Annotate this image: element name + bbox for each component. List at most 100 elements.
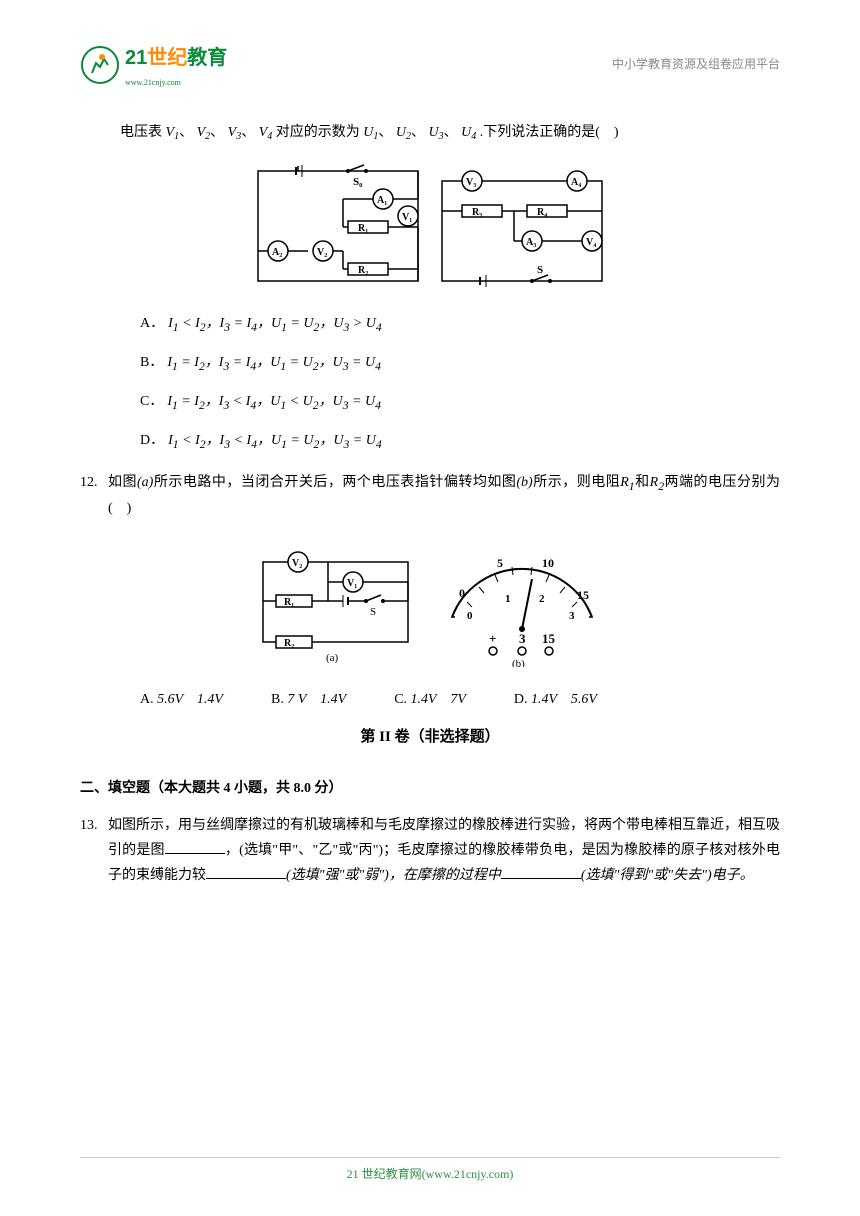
q12-optC: C. 1.4V 7V	[394, 687, 466, 712]
logo-jiaoyu: 教育	[187, 47, 227, 69]
v2n: 2	[205, 131, 210, 142]
blank-3	[501, 863, 581, 879]
optA-letter: A．	[140, 316, 164, 331]
logo-icon	[80, 45, 120, 85]
svg-text:V₄: V₄	[586, 237, 596, 248]
q12-text: 如图(a)所示电路中，当闭合开关后，两个电压表指针偏转均如图(b)所示，则电阻R…	[108, 470, 780, 522]
q13-t4: (选填"得到"或"失去")电子。	[581, 868, 754, 883]
svg-text:S₀: S₀	[353, 176, 363, 188]
q13-num: 13.	[80, 813, 108, 889]
svg-text:S: S	[537, 264, 543, 276]
optB-v: 7 V 1.4V	[284, 692, 346, 707]
svg-text:A₃: A₃	[526, 237, 536, 248]
q11-optC: C．I1 = I2，I3 < I4，U1 < U2，U3 = U4	[140, 389, 780, 416]
st-1: 第	[360, 729, 379, 745]
logo-shi: 世	[147, 47, 167, 69]
optD-letter: D．	[140, 433, 164, 448]
q12-diagrams: V₂ V₁ R₁ S R₂ (a)	[80, 537, 780, 667]
u2n: 2	[406, 131, 411, 142]
u1: U	[363, 125, 373, 140]
q12-options: A. 5.6V 1.4V B. 7 V 1.4V C. 1.4V 7V D. 1…	[140, 687, 780, 712]
u4n: 4	[471, 131, 476, 142]
optC-l: C.	[394, 692, 407, 707]
meter-b: 0 5 10 15 0 1 2 3 + 3 15 (b)	[427, 537, 612, 667]
optB-l: B.	[271, 692, 284, 707]
svg-text:A₄: A₄	[571, 177, 581, 188]
svg-text:A₁: A₁	[377, 195, 387, 206]
optA-v: 5.6V 1.4V	[154, 692, 223, 707]
v1: V	[166, 125, 175, 140]
q12-optD: D. 1.4V 5.6V	[514, 687, 597, 712]
q12-num: 12.	[80, 470, 108, 522]
svg-text:R₂: R₂	[358, 265, 368, 276]
st-3: 卷（非选择题）	[391, 729, 500, 745]
svg-text:V₁: V₁	[402, 212, 412, 223]
v4n: 4	[267, 131, 272, 142]
q12: 12. 如图(a)所示电路中，当闭合开关后，两个电压表指针偏转均如图(b)所示，…	[80, 470, 780, 522]
optB-letter: B．	[140, 355, 163, 370]
svg-text:0: 0	[467, 610, 473, 622]
circuit-a: V₂ V₁ R₁ S R₂ (a)	[248, 537, 423, 667]
u4: U	[461, 125, 471, 140]
q11-options: A． I1 < I2，I3 = I4，U1 = U2，U3 > U4 B． I1 =…	[140, 311, 780, 454]
q11-diagrams: S₀ A₁ V₁ R₁ A₂ V₂ R₂ V₃	[80, 161, 780, 291]
optD-v: 1.4V 5.6V	[528, 692, 597, 707]
q11-tail: .下列说法正确的是( )	[480, 125, 619, 140]
v1n: 1	[174, 131, 179, 142]
optA-l: A.	[140, 692, 154, 707]
svg-text:3: 3	[519, 631, 526, 646]
blank-2	[206, 863, 286, 879]
svg-text:V₂: V₂	[292, 558, 302, 569]
svg-text:A₂: A₂	[272, 247, 282, 258]
header-subtitle: 中小学教育资源及组卷应用平台	[612, 54, 780, 76]
svg-text:3: 3	[569, 610, 575, 622]
svg-text:R₁: R₁	[284, 597, 294, 608]
svg-text:0: 0	[459, 586, 465, 600]
subheading-2: 二、填空题（本大题共 4 小题，共 8.0 分）	[80, 776, 780, 801]
v2: V	[197, 125, 206, 140]
svg-text:(b): (b)	[512, 658, 525, 667]
q11-t1: 电压表	[120, 125, 162, 140]
u3: U	[429, 125, 439, 140]
optC-v: 1.4V 7V	[407, 692, 466, 707]
u3n: 3	[439, 131, 444, 142]
logo-ji: 纪	[167, 47, 187, 69]
q12-optA: A. 5.6V 1.4V	[140, 687, 223, 712]
q12-optB: B. 7 V 1.4V	[271, 687, 346, 712]
st-2: II	[379, 729, 391, 745]
u2: U	[396, 125, 406, 140]
q11-optD: D．I1 < I2，I3 < I4，U1 = U2，U3 = U4	[140, 428, 780, 455]
optB-text: I1 = I2，I3 = I4，U1 = U2，U3 = U4	[167, 355, 381, 370]
svg-text:R₄: R₄	[537, 207, 547, 218]
svg-text:R₂: R₂	[284, 638, 294, 649]
svg-text:V₁: V₁	[347, 578, 357, 589]
logo: 21世纪教育 www.21cnjy.com	[80, 40, 227, 90]
q11-intro: 电压表 V1、 V2、 V3、 V4 对应的示数为 U1、 U2、 U3、 U4…	[120, 120, 780, 146]
svg-text:R₁: R₁	[358, 223, 368, 234]
svg-text:V₃: V₃	[466, 177, 476, 188]
svg-text:10: 10	[542, 556, 554, 570]
blank-1	[165, 838, 225, 854]
svg-text:R₃: R₃	[472, 207, 482, 218]
svg-text:2: 2	[539, 593, 545, 605]
svg-text:15: 15	[577, 588, 589, 602]
optC-text: I1 = I2，I3 < I4，U1 < U2，U3 = U4	[167, 394, 381, 409]
q11-mid: 对应的示数为	[276, 125, 360, 140]
svg-text:1: 1	[505, 593, 511, 605]
svg-text:V₂: V₂	[317, 247, 327, 258]
v4: V	[259, 125, 268, 140]
logo-url: www.21cnjy.com	[125, 76, 227, 90]
svg-text:S: S	[370, 606, 376, 618]
q13-content: 如图所示，用与丝绸摩擦过的有机玻璃棒和与毛皮摩擦过的橡胶棒进行实验，将两个带电棒…	[108, 813, 780, 889]
page-header: 21世纪教育 www.21cnjy.com 中小学教育资源及组卷应用平台	[80, 40, 780, 90]
svg-text:(a): (a)	[326, 652, 339, 664]
v3n: 3	[236, 131, 241, 142]
v3: V	[228, 125, 237, 140]
page-footer: 21 世纪教育网(www.21cnjy.com)	[80, 1157, 780, 1186]
q11-optA: A． I1 < I2，I3 = I4，U1 = U2，U3 > U4	[140, 311, 780, 338]
q13: 13. 如图所示，用与丝绸摩擦过的有机玻璃棒和与毛皮摩擦过的橡胶棒进行实验，将两…	[80, 813, 780, 889]
optA-text: I1 < I2，I3 = I4，U1 = U2，U3 > U4	[168, 316, 382, 331]
svg-text:15: 15	[542, 631, 556, 646]
optD-l: D.	[514, 692, 528, 707]
q13-t3: (选填"强"或"弱")，在摩擦的过程中	[286, 868, 501, 883]
